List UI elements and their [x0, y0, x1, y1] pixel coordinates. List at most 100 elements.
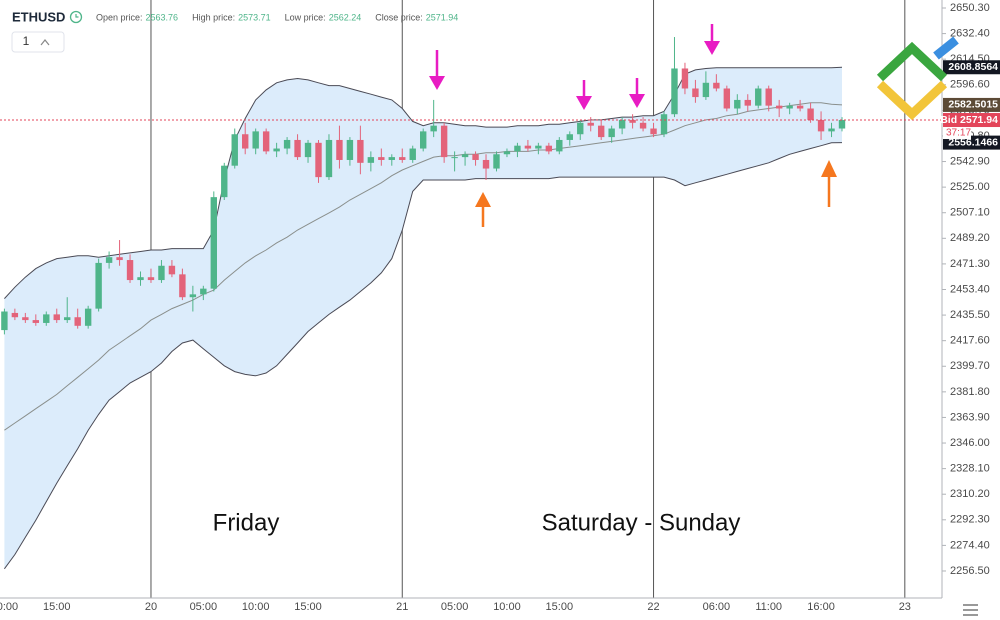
candle-body — [399, 157, 406, 160]
candle-body — [242, 134, 249, 149]
candle-body — [32, 320, 40, 323]
candle-body — [629, 119, 636, 123]
y-tick-label: 2346.00 — [950, 437, 990, 449]
candle-body — [493, 154, 500, 169]
x-tick-label: 11:00 — [755, 601, 782, 613]
candle-body — [283, 139, 291, 149]
candle-body — [765, 88, 772, 106]
candle-body — [577, 122, 584, 135]
candle-body — [838, 120, 846, 129]
candle-body — [566, 134, 573, 140]
y-tick-label: 2328.10 — [950, 463, 990, 475]
candle-body — [681, 68, 689, 89]
candle-body — [545, 145, 553, 152]
field-value: 2563.76 — [146, 12, 179, 22]
candle-body — [84, 308, 92, 326]
candle-body — [409, 148, 416, 160]
candle-body — [116, 257, 123, 261]
clock-hand — [75, 14, 79, 18]
x-tick-label: 20 — [145, 601, 157, 613]
price-tag-bg — [943, 97, 1000, 112]
candle-body — [671, 68, 678, 115]
candle-body — [294, 139, 301, 158]
candle-body — [137, 277, 144, 281]
price-tags: 2608.8564 2582.5015 Bid 2571.94 2556.146637… — [940, 60, 1000, 150]
candle-body — [587, 122, 594, 126]
y-tick-label: 2292.30 — [950, 514, 990, 526]
y-tick-label: 2256.50 — [950, 565, 990, 577]
header: ETHUSD Open price: 2563.76 High price: 2573… — [11, 9, 458, 53]
candle-body — [357, 139, 364, 163]
candle-body — [179, 274, 186, 298]
arrows — [429, 24, 837, 227]
candle-body — [514, 145, 521, 152]
y-tick-label: 2399.70 — [950, 360, 990, 372]
settings-icon[interactable] — [963, 604, 978, 616]
candle-body — [734, 99, 741, 109]
candle-body — [252, 131, 259, 149]
up-arrows — [475, 160, 837, 227]
candle-body — [53, 314, 60, 321]
field-value: 2573.71 — [238, 12, 271, 22]
candle-body — [346, 139, 354, 160]
band-lower — [3, 142, 843, 570]
field-value: 2562.24 — [329, 12, 362, 22]
candle-body — [74, 317, 81, 326]
candle-body — [210, 197, 217, 289]
price-tag-bg — [943, 60, 1000, 75]
candle-body — [11, 312, 19, 318]
candle-body — [221, 165, 228, 198]
candle-body — [744, 99, 751, 106]
x-tick-label: 10:00 — [0, 601, 18, 613]
field-label: High price: — [192, 12, 235, 22]
y-tick-label: 2417.60 — [950, 335, 990, 347]
candle-body — [472, 154, 479, 160]
y-tick-label: 2381.80 — [950, 386, 990, 398]
candle-body — [451, 157, 458, 159]
y-tick-label: 2632.40 — [950, 28, 990, 40]
logo — [876, 36, 959, 121]
candle-body — [597, 125, 605, 138]
y-tick-label: 2363.90 — [950, 411, 990, 423]
field-label: Open price: — [96, 12, 143, 22]
candle-body — [262, 131, 270, 152]
candle-body — [828, 128, 835, 132]
annotation: Friday — [213, 509, 280, 536]
down-arrows — [429, 24, 720, 110]
price-tag: 2582.5015 — [948, 99, 998, 111]
candle-body — [755, 88, 762, 106]
candle-body — [367, 157, 375, 163]
y-tick-label: 2435.50 — [950, 309, 990, 321]
candle-body — [482, 159, 490, 169]
candle-body — [126, 260, 134, 281]
candle-body — [618, 119, 626, 129]
candle-body — [723, 88, 731, 109]
y-tick-label: 2489.20 — [950, 232, 990, 244]
x-tick-label: 06:00 — [703, 601, 731, 613]
candle-body — [786, 105, 793, 109]
x-tick-label: 16:00 — [807, 601, 835, 613]
candle-body — [95, 262, 102, 309]
collapse-icon[interactable] — [40, 39, 50, 46]
band-fill — [4, 67, 842, 569]
candle-body — [105, 257, 113, 263]
candle-body — [639, 122, 647, 129]
interval-box[interactable] — [11, 31, 65, 53]
y-tick-label: 2471.30 — [950, 258, 990, 270]
candle-body — [158, 265, 165, 281]
candle-body — [273, 148, 280, 152]
candle-body — [325, 139, 333, 178]
x-tick-label: 15:00 — [43, 601, 71, 613]
candle-body — [461, 154, 469, 158]
y-tick-label: 2310.20 — [950, 488, 990, 500]
x-tick-label: 05:00 — [441, 601, 469, 613]
y-tick-label: 2525.00 — [950, 181, 990, 193]
candle-body — [440, 125, 448, 158]
y-tick-label: 2596.60 — [950, 79, 990, 91]
candle-body — [660, 114, 668, 135]
countdown-bg — [943, 127, 971, 140]
x-tick-label: 21 — [396, 601, 408, 613]
field-label: Low price: — [285, 12, 326, 22]
candle-body — [817, 119, 825, 132]
